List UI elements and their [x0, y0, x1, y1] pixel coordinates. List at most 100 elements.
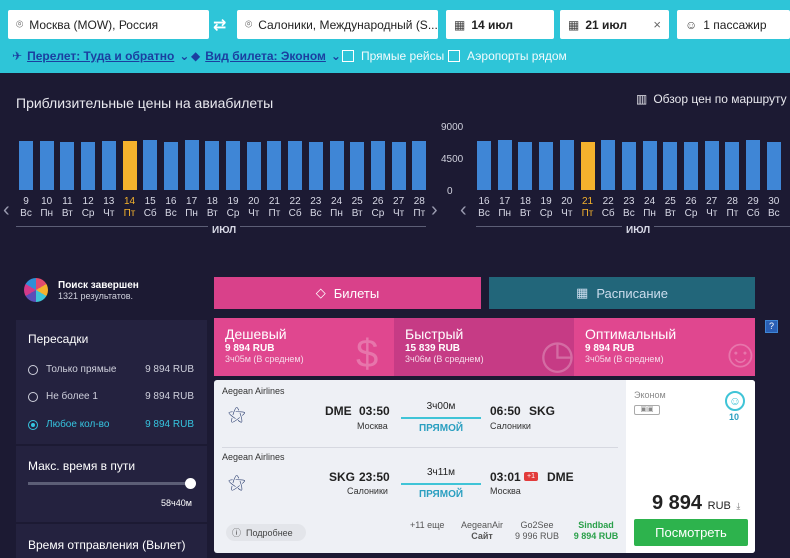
tab-schedule[interactable]: ▦ Расписание: [489, 277, 755, 309]
date-tick-label[interactable]: 17 Пн: [181, 196, 203, 220]
date-tick-label[interactable]: 21 Пт: [577, 196, 599, 220]
price-bar[interactable]: [101, 141, 116, 190]
price-bar[interactable]: [39, 141, 54, 190]
return-date-field[interactable]: ▦ 21 июл ×: [560, 10, 669, 39]
provider-sindbad[interactable]: Sindbad 9 894 RUB: [570, 520, 622, 541]
date-tick-label[interactable]: 18 Вт: [201, 196, 223, 220]
provider-aegeanair[interactable]: AegeanAir Сайт: [460, 520, 504, 541]
chevron-left-icon[interactable]: ‹: [460, 199, 467, 221]
price-bar[interactable]: [580, 141, 595, 190]
more-providers-link[interactable]: +11 еще: [410, 520, 445, 530]
date-tick-label[interactable]: 29 Сб: [742, 196, 764, 220]
route-overview-link[interactable]: ▥ Обзор цен по маршруту Мо: [636, 92, 790, 106]
date-tick-label[interactable]: 16 Вс: [473, 196, 495, 220]
date-tick-label[interactable]: 30 Вс: [763, 196, 785, 220]
date-tick-label[interactable]: 22 Сб: [597, 196, 619, 220]
price-bar[interactable]: [163, 141, 178, 190]
date-tick-label[interactable]: 24 Пн: [639, 196, 661, 220]
stops-option-max-one[interactable]: Не более 1 9 894 RUB: [28, 391, 194, 402]
price-bar[interactable]: [621, 141, 636, 190]
price-bar[interactable]: [205, 141, 220, 190]
price-bar[interactable]: [267, 141, 282, 190]
nearby-airports-checkbox[interactable]: Аэропорты рядом: [448, 49, 567, 63]
date-tick-label[interactable]: 19 Ср: [535, 196, 557, 220]
price-bar[interactable]: [766, 141, 781, 190]
category-cheapest[interactable]: Дешевый 9 894 RUB 3ч05м (В среднем) $: [214, 318, 394, 376]
price-bar[interactable]: [19, 141, 33, 190]
price-bar[interactable]: [288, 141, 303, 190]
date-tick-label[interactable]: 11 Вт: [56, 196, 78, 220]
date-tick-label[interactable]: 19 Ср: [222, 196, 244, 220]
price-bar[interactable]: [412, 141, 427, 190]
date-tick-label[interactable]: 20 Чт: [556, 196, 578, 220]
direct-flights-checkbox[interactable]: Прямые рейсы: [342, 49, 444, 63]
date-tick-label[interactable]: 21 Пт: [263, 196, 285, 220]
price-bar[interactable]: [122, 141, 137, 190]
passengers-field[interactable]: ☺ 1 пассажир: [677, 10, 790, 39]
details-button[interactable]: ⓘ Подробнее: [226, 524, 306, 541]
price-bar[interactable]: [60, 141, 75, 190]
price-bar[interactable]: [477, 141, 491, 190]
price-bar[interactable]: [246, 141, 261, 190]
price-bar[interactable]: [391, 141, 406, 190]
date-tick-label[interactable]: 16 Вс: [160, 196, 182, 220]
date-tick-label[interactable]: 22 Сб: [284, 196, 306, 220]
date-tick-label[interactable]: 28 Пт: [408, 196, 430, 220]
price-bar[interactable]: [143, 139, 158, 190]
price-bar[interactable]: [746, 140, 761, 190]
price-bar[interactable]: [81, 141, 96, 190]
destination-field[interactable]: ⌾ Салоники, Международный (S...: [237, 10, 438, 39]
price-bar[interactable]: [497, 140, 512, 190]
clear-date-icon[interactable]: ×: [653, 17, 661, 32]
price-bar[interactable]: [684, 141, 698, 190]
origin-field[interactable]: ⌾ Москва (MOW), Россия: [8, 10, 209, 39]
date-tick-label[interactable]: 17 Пн: [494, 196, 516, 220]
price-bar[interactable]: [663, 141, 678, 190]
price-bar[interactable]: [642, 141, 657, 190]
date-tick-label[interactable]: 27 Чт: [388, 196, 410, 220]
price-bar[interactable]: [559, 140, 574, 190]
tab-tickets[interactable]: ◇ Билеты: [214, 277, 481, 309]
date-tick-label[interactable]: 13 Чт: [98, 196, 120, 220]
ticket-class-dropdown[interactable]: ◆ Вид билета: Эконом ⌄: [191, 49, 341, 63]
price-bar[interactable]: [704, 141, 719, 190]
stops-option-direct[interactable]: Только прямые 9 894 RUB: [28, 364, 194, 375]
category-optimal[interactable]: Оптимальный 9 894 RUB 3ч05м (В среднем) …: [574, 318, 755, 376]
date-tick-label[interactable]: 28 Пт: [721, 196, 743, 220]
view-button[interactable]: Посмотреть: [634, 519, 748, 546]
date-tick-label[interactable]: 25 Вт: [346, 196, 368, 220]
price-bar[interactable]: [518, 141, 533, 190]
category-fastest[interactable]: Быстрый 15 839 RUB 3ч06м (В среднем) ◷: [394, 318, 574, 376]
date-tick-label[interactable]: 25 Вт: [659, 196, 681, 220]
date-tick-label[interactable]: 14 Пт: [119, 196, 141, 220]
help-icon[interactable]: ?: [765, 320, 778, 333]
date-tick-label[interactable]: 26 Ср: [680, 196, 702, 220]
date-tick-label[interactable]: 10 Пн: [36, 196, 58, 220]
date-tick-label[interactable]: 18 Вт: [514, 196, 536, 220]
date-tick-label[interactable]: 24 Пн: [326, 196, 348, 220]
date-tick-label[interactable]: 15 Сб: [139, 196, 161, 220]
date-tick-label[interactable]: 23 Вс: [618, 196, 640, 220]
date-tick-label[interactable]: 20 Чт: [243, 196, 265, 220]
price-bar[interactable]: [226, 141, 240, 190]
date-tick-label[interactable]: 26 Ср: [367, 196, 389, 220]
price-bar[interactable]: [350, 141, 365, 190]
price-bar[interactable]: [539, 141, 554, 190]
max-time-slider-handle[interactable]: [185, 478, 196, 489]
date-tick-label[interactable]: 12 Ср: [77, 196, 99, 220]
date-tick-label[interactable]: 23 Вс: [305, 196, 327, 220]
chevron-right-icon[interactable]: ›: [431, 199, 438, 221]
price-bar[interactable]: [329, 141, 344, 190]
provider-go2see[interactable]: Go2See 9 996 RUB: [512, 520, 562, 541]
max-time-slider-track[interactable]: [28, 482, 192, 485]
chevron-left-icon[interactable]: ‹: [3, 199, 10, 221]
price-bar[interactable]: [601, 140, 616, 190]
price-bar[interactable]: [308, 141, 323, 190]
price-bar[interactable]: [370, 141, 385, 190]
date-tick-label[interactable]: 9 Вс: [15, 196, 37, 220]
date-tick-label[interactable]: 27 Чт: [701, 196, 723, 220]
stops-option-any[interactable]: Любое кол-во 9 894 RUB: [28, 419, 194, 430]
depart-date-field[interactable]: ▦ 14 июл: [446, 10, 554, 39]
trip-type-dropdown[interactable]: ✈ Перелет: Туда и обратно ⌄: [12, 49, 189, 63]
price-bar[interactable]: [725, 141, 740, 190]
